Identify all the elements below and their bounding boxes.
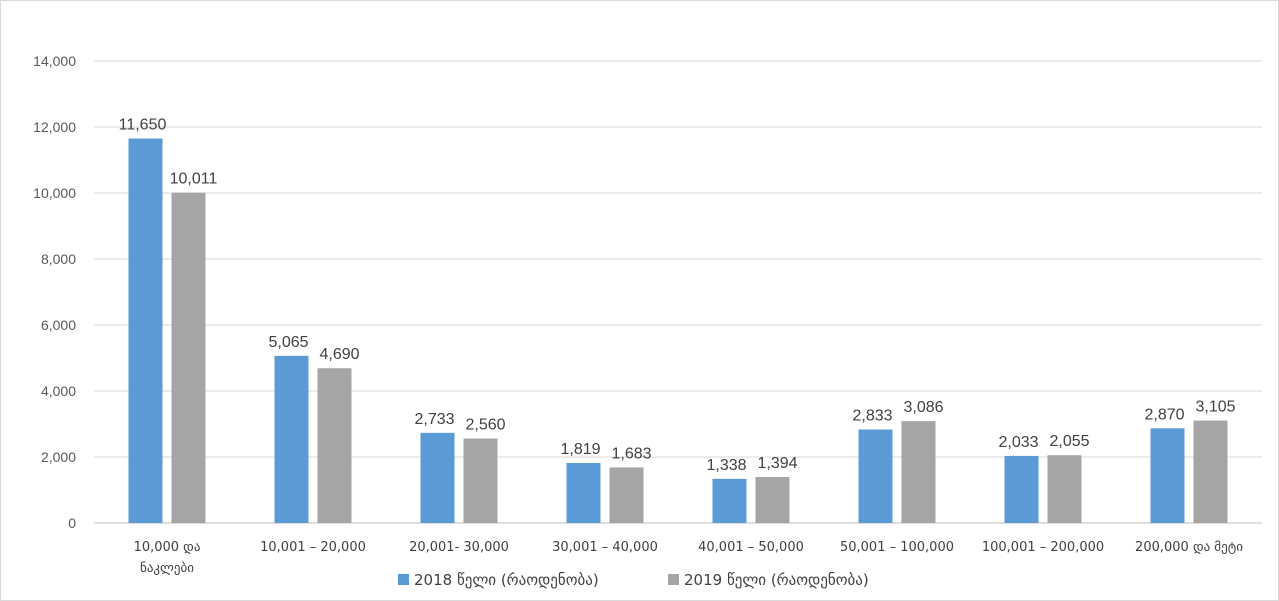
data-label: 2,055 <box>1049 433 1089 450</box>
legend: 2018 წელი (რაოდენობა) 2019 წელი (რაოდენობ… <box>398 571 869 589</box>
x-tick-label: ნაკლები <box>140 561 194 576</box>
data-label: 2,833 <box>852 408 892 425</box>
bar-2018 <box>858 429 893 523</box>
data-labels: 11,650 10,011 5,065 4,690 2,733 2,560 1,819 1,6… <box>119 117 1236 474</box>
x-tick-label: 20,001- 30,000 <box>409 540 509 555</box>
y-tick-label: 6,000 <box>41 317 76 333</box>
y-axis: 0 2,000 4,000 6,000 8,000 10,000 12,000 14,000 <box>33 53 76 531</box>
bar-2018 <box>566 462 601 523</box>
legend-label: 2018 წელი (რაოდენობა) <box>414 571 599 589</box>
bar-2018 <box>274 355 309 523</box>
data-label: 2,033 <box>998 434 1038 451</box>
bar-2019 <box>317 368 352 523</box>
legend-label: 2019 წელი (რაოდენობა) <box>684 571 869 589</box>
x-axis: 10,000 და ნაკლები 10,001 – 20,000 20,001- 3… <box>134 540 1244 576</box>
data-label: 1,683 <box>611 445 651 462</box>
data-label: 1,338 <box>706 457 746 474</box>
data-label: 5,065 <box>268 334 308 351</box>
x-tick-label: 10,000 და <box>134 540 201 555</box>
bar-2019 <box>609 467 644 523</box>
data-label: 11,650 <box>119 117 167 134</box>
bar-2018 <box>712 478 747 523</box>
y-tick-label: 12,000 <box>33 119 76 135</box>
data-label: 1,394 <box>757 455 797 472</box>
bar-2018 <box>420 432 455 523</box>
bars <box>128 138 1228 524</box>
bar-2019 <box>463 438 498 523</box>
y-tick-label: 4,000 <box>41 383 76 399</box>
bar-2018 <box>128 138 163 524</box>
x-tick-label: 100,001 – 200,000 <box>982 540 1104 555</box>
data-label: 3,086 <box>903 399 943 416</box>
data-label: 2,560 <box>465 417 505 434</box>
bar-2019 <box>1193 420 1228 523</box>
gridlines <box>94 60 1262 524</box>
bar-2018 <box>1150 428 1185 523</box>
y-tick-label: 10,000 <box>33 185 76 201</box>
x-tick-label: 30,001 – 40,000 <box>552 540 658 555</box>
legend-swatch-2018 <box>398 574 409 585</box>
x-tick-label: 10,001 – 20,000 <box>260 540 366 555</box>
y-tick-label: 8,000 <box>41 251 76 267</box>
data-label: 3,105 <box>1195 399 1235 416</box>
x-tick-label: 200,000 და მეტი <box>1135 540 1243 555</box>
data-label: 2,870 <box>1144 406 1184 423</box>
data-label: 4,690 <box>319 346 359 363</box>
bar-2019 <box>1047 455 1082 523</box>
y-tick-label: 0 <box>68 515 76 531</box>
y-tick-label: 14,000 <box>33 53 76 69</box>
bar-2019 <box>755 476 790 523</box>
bar-2018 <box>1004 455 1039 523</box>
data-label: 10,011 <box>170 171 218 188</box>
bar-2019 <box>901 421 936 523</box>
data-label: 1,819 <box>560 441 600 458</box>
legend-swatch-2019 <box>668 574 679 585</box>
data-label: 2,733 <box>414 411 454 428</box>
y-tick-label: 2,000 <box>41 449 76 465</box>
bar-2019 <box>171 192 206 523</box>
x-tick-label: 40,001 – 50,000 <box>698 540 804 555</box>
x-tick-label: 50,001 – 100,000 <box>840 540 954 555</box>
